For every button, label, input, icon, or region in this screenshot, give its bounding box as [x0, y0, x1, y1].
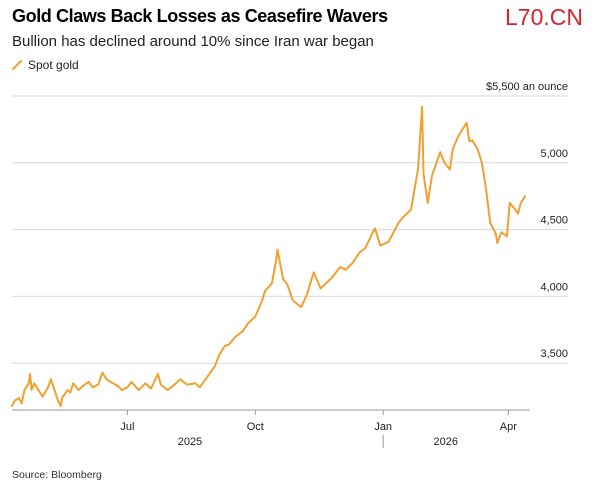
y-tick-label: 4,000	[540, 281, 568, 293]
legend-swatch	[12, 60, 22, 70]
x-tick-label: Jan	[374, 421, 392, 433]
x-year-label: 2026	[434, 436, 458, 448]
x-year-label: 2025	[178, 436, 202, 448]
series-line-spot-gold	[11, 105, 526, 407]
y-tick-label: 3,500	[540, 348, 568, 360]
x-tick-label: Apr	[500, 421, 517, 433]
y-axis-unit-label: $5,500 an ounce	[486, 81, 568, 93]
source-note: Source: Bloomberg	[12, 469, 102, 481]
legend: Spot gold	[12, 58, 79, 72]
legend-label: Spot gold	[28, 58, 79, 72]
watermark: L70.CN	[505, 4, 583, 30]
x-tick-label: Jul	[120, 421, 134, 433]
chart-title: Gold Claws Back Losses as Ceasefire Wave…	[12, 6, 388, 26]
chart-subtitle: Bullion has declined around 10% since Ir…	[12, 33, 374, 50]
y-tick-label: 4,500	[540, 215, 568, 227]
x-tick-label: Oct	[247, 421, 264, 433]
y-tick-label: 5,000	[540, 148, 568, 160]
